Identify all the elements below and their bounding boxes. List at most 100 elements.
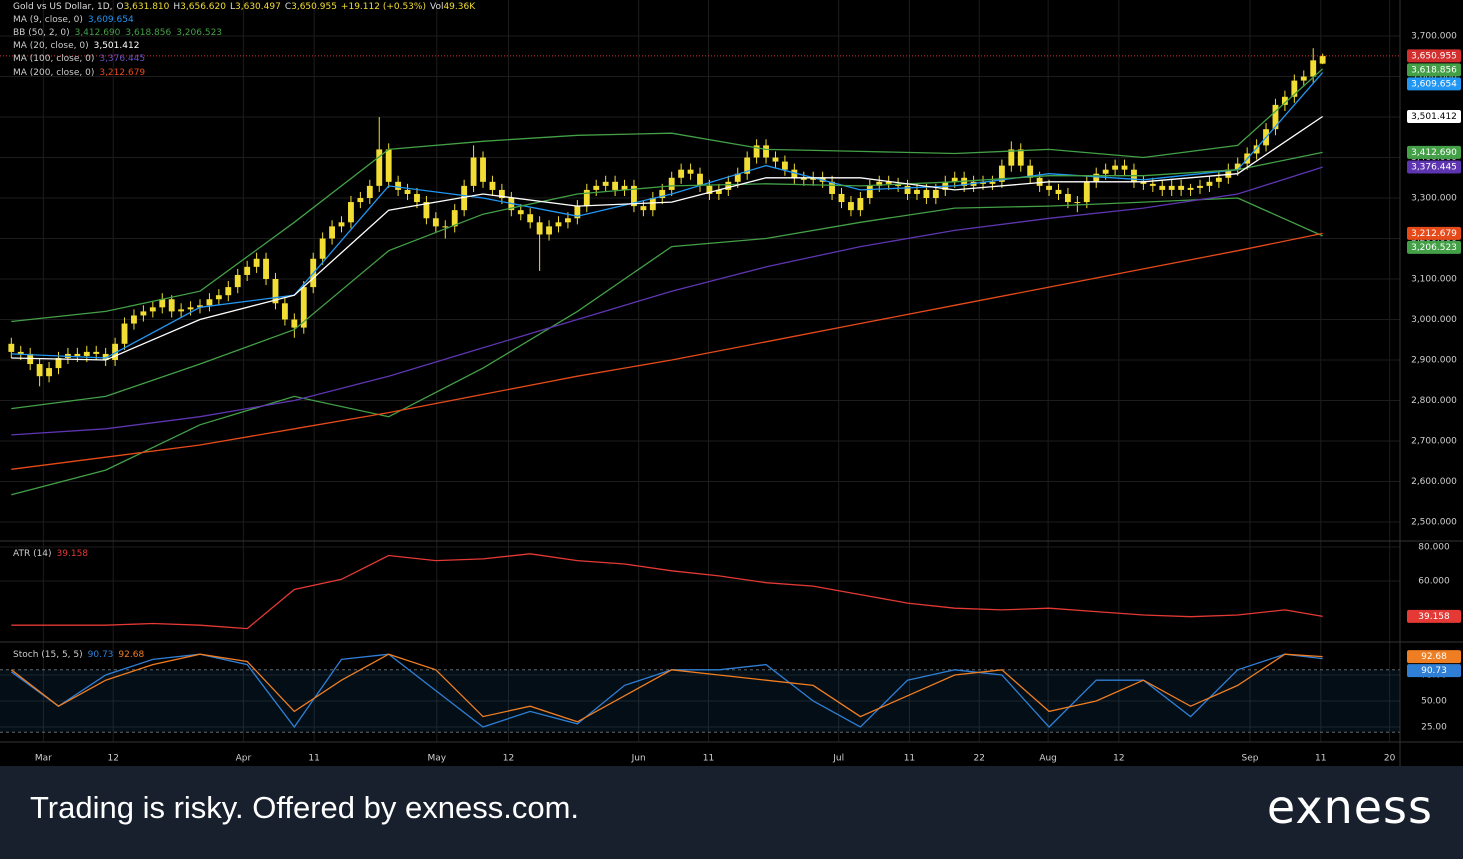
candle-body (989, 181, 996, 184)
candle-body (1017, 149, 1024, 166)
price-tag (1407, 226, 1461, 240)
chart: 2,500.000 2,600.000 2,700.000 2,800.000 2,90… (0, 0, 1463, 766)
candle-body (480, 157, 486, 182)
indicator-line (11, 115, 1323, 361)
candle-body (857, 198, 864, 211)
candle-body (263, 258, 269, 280)
y-tick-label: 3,300.000 (1411, 194, 1457, 204)
price-tag-label: 3,412.690 (1411, 148, 1457, 158)
legend-name: MA (20, close, 0) (13, 41, 89, 51)
candle-body (1234, 163, 1241, 170)
candle-body (461, 185, 468, 211)
y-tick-label: 60.000 (1418, 576, 1450, 586)
candle-body (1159, 185, 1166, 190)
price-tag (1407, 650, 1461, 664)
candle-body (348, 202, 354, 223)
candle-body (206, 299, 213, 306)
price-tag-label: 90.73 (1421, 666, 1447, 676)
legend-name: ATR (14) (13, 549, 52, 559)
candle-body (149, 307, 156, 312)
candle-body (498, 189, 505, 199)
y-tick-label: 3,100.000 (1411, 275, 1457, 285)
candle-body (753, 145, 760, 158)
price-tag-label: 3,376.445 (1411, 163, 1457, 173)
candle-body (112, 343, 119, 360)
legend-value: 3,412.690 (75, 28, 121, 38)
candle-body (914, 189, 920, 194)
legend-value: 90.73 (88, 650, 114, 660)
data-layer (0, 48, 1400, 729)
candle-body (46, 368, 52, 377)
candle-body (838, 193, 845, 203)
candle-body (536, 222, 543, 235)
indicator-line (10, 653, 1323, 723)
y-tick-label: 3,700.000 (1411, 32, 1457, 42)
candle-body (998, 165, 1005, 182)
candle-body (470, 157, 477, 186)
ohlc-value: 3,631.810 (124, 2, 170, 12)
candle-body (357, 198, 364, 203)
indicator-line (11, 151, 1323, 410)
x-tick-label: 11 (1315, 754, 1326, 764)
candle-body (1206, 181, 1213, 186)
candle-body (1291, 80, 1298, 97)
candle-body (876, 181, 883, 186)
x-tick-label: Jun (631, 754, 646, 764)
x-tick-label: 11 (308, 754, 319, 764)
candle-body (140, 311, 147, 316)
x-tick-label: Mar (35, 754, 52, 764)
candle-body (715, 189, 722, 194)
candle-body (744, 157, 751, 174)
candle-body (423, 202, 430, 219)
candle-body (1281, 96, 1288, 105)
candle-body (1112, 165, 1119, 170)
price-tag-label: 92.68 (1421, 652, 1447, 662)
candle-body (649, 198, 656, 211)
candle-body (442, 226, 449, 228)
price-tag-label: 3,501.412 (1411, 112, 1457, 122)
candle-body (734, 173, 741, 182)
legend-name: MA (9, close, 0) (13, 15, 83, 25)
x-tick-label: Apr (236, 754, 252, 764)
y-tick-label: 2,900.000 (1411, 355, 1457, 365)
candle-body (376, 149, 383, 186)
candle-body (1027, 165, 1034, 178)
legend-value: 3,501.412 (94, 41, 140, 51)
candle-body (366, 185, 373, 199)
ohlc-value: 3,650.955 (291, 2, 337, 12)
candle-body (385, 149, 392, 182)
candle-body (1093, 173, 1100, 182)
indicator-line (11, 232, 1323, 470)
price-tag (1407, 664, 1461, 678)
candle-body (131, 315, 137, 324)
background (0, 0, 1463, 766)
candle-body (329, 226, 335, 239)
candle-body (187, 307, 194, 310)
candle-body (602, 181, 609, 186)
candle-body (168, 299, 175, 312)
candle-body (612, 181, 619, 190)
legend-entry: MA (20, close, 0) 3,501.412 (13, 41, 139, 51)
x-tick-label: 11 (703, 754, 714, 764)
legend-value: 39.158 (57, 549, 89, 559)
candle-body (83, 351, 90, 356)
y-tick-label: 2,700.000 (1411, 436, 1457, 446)
y-tick-label: 3,600.000 (1411, 72, 1457, 82)
candle-body (885, 181, 892, 184)
price-tag-label: 3,609.654 (1411, 79, 1457, 89)
candle-body (1168, 185, 1175, 190)
candle-body (951, 177, 958, 182)
price-tag (1407, 109, 1461, 123)
candle-body (593, 185, 600, 190)
candle-body (1178, 185, 1185, 190)
candle-body (253, 258, 260, 267)
legend-entry: MA (100, close, 0) 3,376.445 (13, 54, 145, 64)
legend-name: MA (100, close, 0) (13, 54, 94, 64)
y-tick-label: 50.00 (1421, 697, 1447, 707)
price-tag-label: 39.158 (1418, 612, 1450, 622)
candle-body (1046, 185, 1052, 190)
header-legend: Gold vs US Dollar, 1D, O3,631.810 H3,656.6… (13, 2, 476, 660)
price-tag-label: 3,212.679 (1411, 229, 1457, 239)
indicator-line (11, 72, 1324, 359)
